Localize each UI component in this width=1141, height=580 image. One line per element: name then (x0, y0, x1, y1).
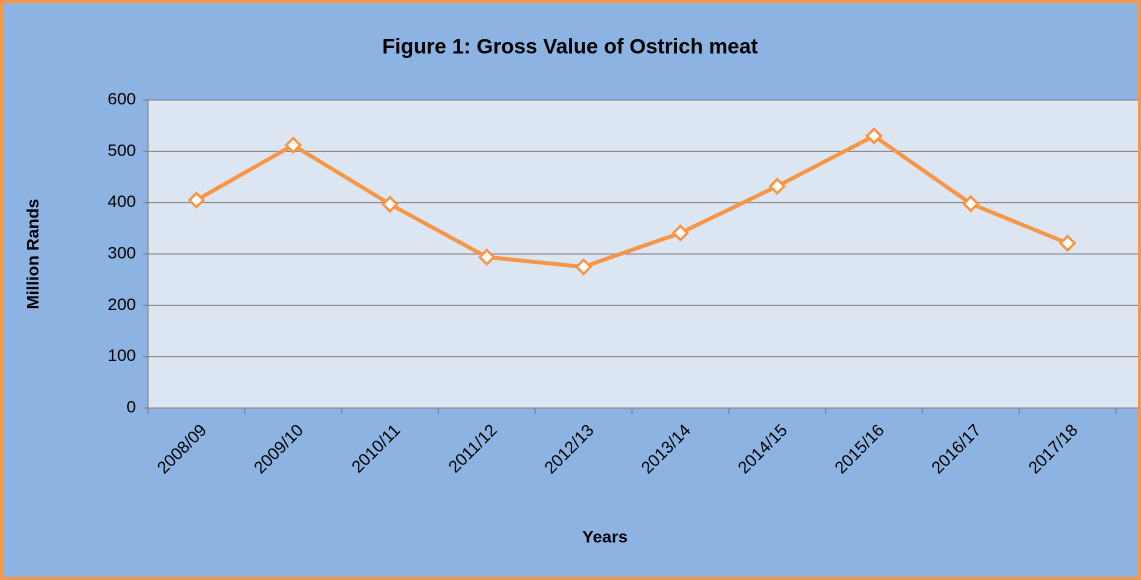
chart-title: Figure 1: Gross Value of Ostrich meat (382, 36, 758, 59)
marker (187, 191, 206, 209)
marker (284, 136, 302, 154)
y-tick-label: 300 (108, 243, 136, 262)
y-tick-label: 200 (108, 295, 136, 314)
y-tick-label: 600 (108, 89, 136, 108)
marker (478, 248, 496, 266)
marker (671, 224, 690, 242)
x-axis-label: Years (582, 527, 627, 546)
line-series (195, 133, 1069, 269)
y-tick-label: 0 (127, 397, 136, 416)
y-axis-label: Million Rands (23, 199, 42, 310)
marker (962, 194, 980, 213)
marker (768, 177, 786, 196)
marker (381, 195, 399, 213)
marker (865, 127, 883, 145)
y-tick-label: 500 (108, 141, 136, 160)
y-tick-label: 400 (108, 192, 136, 211)
marker (574, 258, 593, 276)
y-tick-label: 100 (108, 346, 136, 365)
marker (1058, 234, 1077, 252)
